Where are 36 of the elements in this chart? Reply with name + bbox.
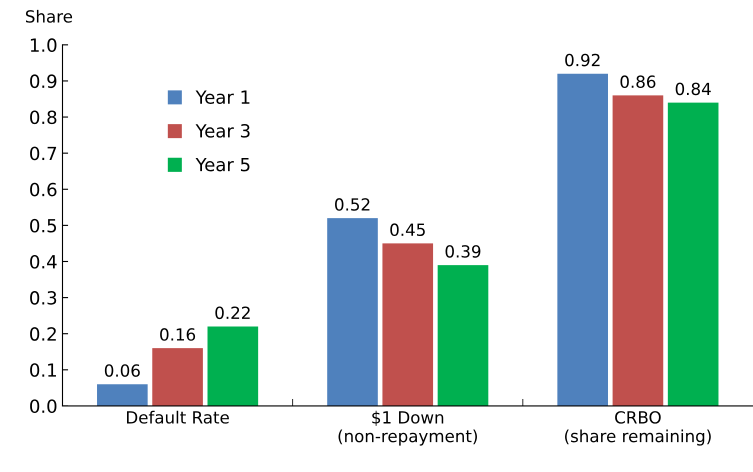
x-tick-label: CRBO (share remaining)	[565, 411, 711, 446]
data-label: 0.16	[160, 328, 196, 341]
data-label: 0.84	[676, 82, 711, 96]
data-label: 0.92	[565, 54, 600, 66]
bar	[382, 243, 434, 406]
y-tick-label: 0.3	[30, 291, 56, 305]
bar	[97, 384, 148, 406]
bar	[438, 265, 488, 406]
y-tick-label: 0.0	[30, 399, 56, 414]
y-tick-label: 0.7	[30, 146, 56, 160]
y-tick-label: 0.1	[30, 363, 56, 377]
data-label: 0.45	[390, 223, 425, 236]
data-label: 0.22	[215, 306, 250, 320]
legend-label: Year 1	[196, 90, 250, 104]
y-tick-label: 0.9	[30, 74, 56, 88]
bar	[152, 348, 203, 406]
bar	[612, 95, 664, 406]
y-tick-label: 0.2	[30, 327, 56, 341]
data-label: 0.06	[104, 364, 140, 377]
legend-label: Year 3	[196, 124, 250, 138]
data-label: 0.86	[620, 75, 656, 88]
bar	[208, 326, 258, 406]
legend-label: Year 5	[196, 158, 250, 172]
y-tick-label: 0.8	[30, 110, 56, 124]
y-tick-label: 0.5	[30, 218, 56, 232]
y-tick-label: 0.4	[30, 254, 57, 269]
bar	[327, 218, 378, 406]
data-label: 0.52	[335, 198, 370, 211]
x-tick-label: Default Rate	[127, 410, 229, 424]
bar	[557, 74, 608, 406]
y-tick-label: 1.0	[30, 38, 56, 52]
y-axis-title: Share	[26, 10, 72, 23]
data-label: 0.39	[446, 245, 480, 258]
y-tick-label: 0.6	[30, 182, 56, 196]
x-tick-label: $1 Down (non-repayment)	[338, 410, 477, 446]
bar	[668, 102, 718, 406]
